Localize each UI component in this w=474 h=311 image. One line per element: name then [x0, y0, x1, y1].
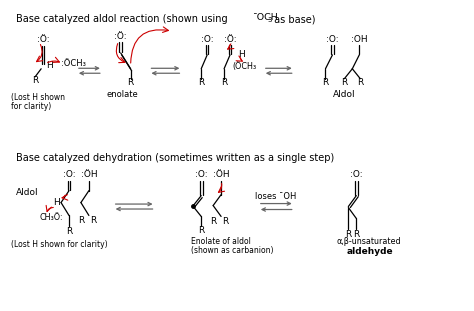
Text: R: R: [66, 227, 72, 236]
Text: R: R: [210, 217, 216, 226]
Text: enolate: enolate: [107, 90, 138, 99]
Text: as base): as base): [271, 14, 315, 24]
Text: :O:: :O:: [63, 170, 75, 179]
Text: aldehyde: aldehyde: [346, 247, 393, 256]
Text: loses ¯OH: loses ¯OH: [255, 192, 296, 201]
Text: R: R: [353, 230, 359, 239]
Text: Enolate of aldol: Enolate of aldol: [191, 237, 251, 246]
Text: H: H: [238, 50, 246, 59]
Text: R: R: [128, 78, 134, 87]
Text: for clarity): for clarity): [11, 102, 52, 111]
Text: Aldol: Aldol: [16, 188, 39, 197]
Text: R: R: [32, 76, 38, 85]
Text: (Lost H shown for clarity): (Lost H shown for clarity): [11, 240, 108, 249]
Text: α,β-unsaturated: α,β-unsaturated: [337, 237, 401, 246]
Text: (Lost H shown: (Lost H shown: [11, 93, 65, 102]
Text: (shown as carbanion): (shown as carbanion): [191, 246, 274, 255]
Text: :ÖCH₃: :ÖCH₃: [61, 59, 85, 68]
Text: (ÖCH₃: (ÖCH₃: [232, 62, 256, 71]
Text: :O:: :O:: [350, 170, 363, 179]
Text: Base catalyzed dehydration (sometimes written as a single step): Base catalyzed dehydration (sometimes wr…: [16, 153, 335, 163]
Text: R: R: [90, 216, 96, 225]
Text: ¯OCH: ¯OCH: [252, 13, 278, 22]
Text: :Ö:: :Ö:: [224, 35, 237, 44]
Text: :O:: :O:: [195, 170, 208, 179]
Text: :O:: :O:: [201, 35, 213, 44]
Text: Aldol: Aldol: [333, 90, 356, 99]
Text: Base catalyzed aldol reaction (shown using: Base catalyzed aldol reaction (shown usi…: [16, 14, 231, 24]
Text: :O:: :O:: [326, 35, 339, 44]
Text: R: R: [345, 230, 351, 239]
Text: H: H: [53, 198, 59, 207]
Text: 3: 3: [268, 17, 273, 23]
Text: R: R: [357, 78, 364, 87]
Text: R: R: [198, 78, 204, 87]
Text: :ÖH: :ÖH: [81, 170, 97, 179]
Text: R: R: [78, 216, 84, 225]
Text: R: R: [341, 78, 347, 87]
Text: :Ö:: :Ö:: [37, 35, 49, 44]
Text: :ÖH: :ÖH: [213, 170, 229, 179]
Text: CH₃Ö:: CH₃Ö:: [39, 213, 63, 222]
Text: :OH: :OH: [351, 35, 368, 44]
Text: R: R: [221, 78, 227, 87]
Text: :Ö:: :Ö:: [114, 32, 127, 40]
Text: H: H: [46, 61, 53, 70]
Text: R: R: [222, 217, 228, 226]
Text: R: R: [322, 78, 328, 87]
Text: R: R: [198, 226, 204, 235]
